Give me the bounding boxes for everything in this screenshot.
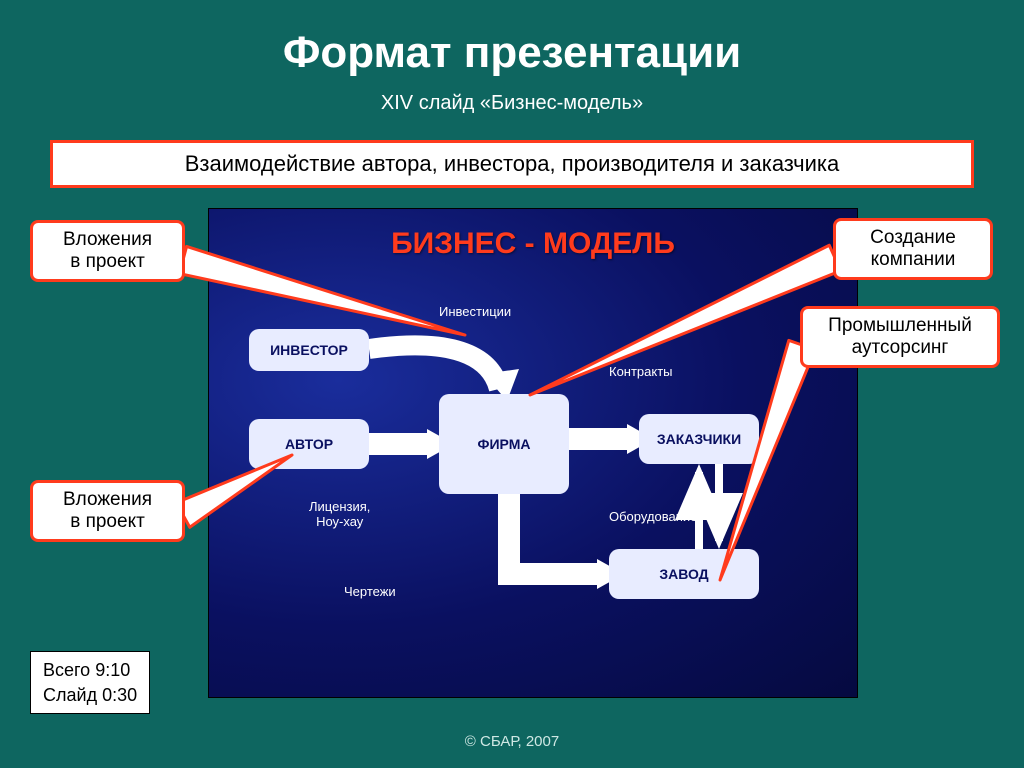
node-factory: ЗАВОД	[609, 549, 759, 599]
callout-sozdanie: Создание компании	[833, 218, 993, 280]
flow-label-litsenziya: Лицензия, Ноу-хау	[309, 499, 370, 529]
banner: Взаимодействие автора, инвестора, произв…	[50, 140, 974, 188]
timer-total: Всего 9:10	[43, 658, 137, 682]
page-subtitle: XIV слайд «Бизнес-модель»	[0, 92, 1024, 115]
callout-promyshlenny: Промышленный аутсорсинг	[800, 306, 1000, 368]
flow-label-kontrakty: Контракты	[609, 364, 673, 379]
node-firm: ФИРМА	[439, 394, 569, 494]
timer-slide: Слайд 0:30	[43, 683, 137, 707]
flow-label-investitsii: Инвестиции	[439, 304, 511, 319]
inner-slide: БИЗНЕС - МОДЕЛЬ ИНВЕСТОРАВТОРФИРМАЗАКАЗЧ…	[208, 208, 858, 698]
callout-vlozheniya2: Вложения в проект	[30, 480, 185, 542]
page-title: Формат презентации	[0, 0, 1024, 78]
callout-vlozheniya1: Вложения в проект	[30, 220, 185, 282]
flow-label-oborudovanie: Оборудование	[609, 509, 697, 524]
footer-copyright: © СБАР, 2007	[0, 733, 1024, 750]
node-customers: ЗАКАЗЧИКИ	[639, 414, 759, 464]
node-investor: ИНВЕСТОР	[249, 329, 369, 371]
timer-box: Всего 9:10 Слайд 0:30	[30, 651, 150, 714]
flow-label-chertezhi: Чертежи	[344, 584, 396, 599]
node-author: АВТОР	[249, 419, 369, 469]
